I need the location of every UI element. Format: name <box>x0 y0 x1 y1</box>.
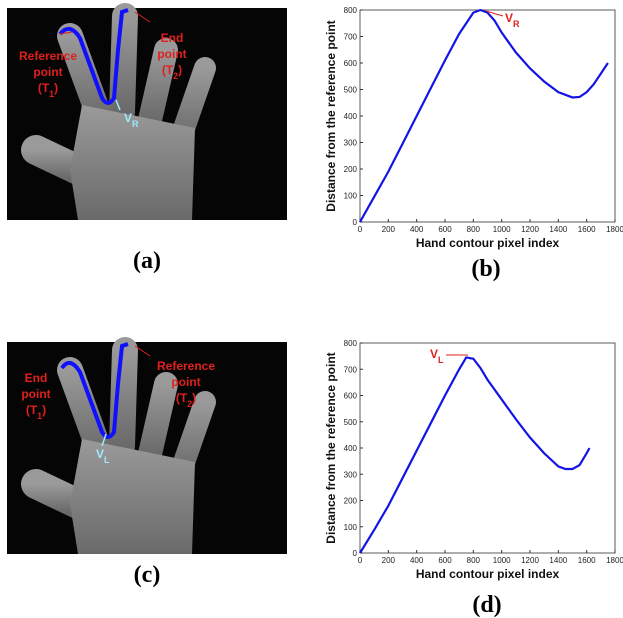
x-tick-label: 1000 <box>493 225 511 234</box>
panel-label: (a) <box>133 248 161 274</box>
text-part: (T <box>26 403 38 417</box>
text-part: (T <box>176 391 188 405</box>
y-tick-label: 200 <box>344 497 358 506</box>
y-tick-label: 700 <box>344 365 358 374</box>
annotation-line: point <box>157 47 186 61</box>
text-part: (T <box>162 63 174 77</box>
panel-label: (b) <box>471 256 500 282</box>
text-part: ) <box>42 403 46 417</box>
data-line <box>360 357 590 553</box>
y-tick-label: 400 <box>344 444 358 453</box>
subscript: L <box>104 455 110 465</box>
annotation-line: End <box>25 371 48 385</box>
annotation-line: Reference <box>157 359 215 373</box>
text-part: ) <box>178 63 182 77</box>
y-tick-label: 700 <box>344 33 358 42</box>
x-tick-label: 600 <box>438 225 452 234</box>
plot-frame <box>360 10 615 222</box>
text-part: V <box>96 447 104 461</box>
annotation-line: point <box>171 375 200 389</box>
x-tick-label: 0 <box>358 225 363 234</box>
y-tick-label: 500 <box>344 418 358 427</box>
x-tick-label: 800 <box>467 556 481 565</box>
x-tick-label: 1200 <box>521 225 539 234</box>
x-tick-label: 1600 <box>578 225 596 234</box>
x-tick-label: 200 <box>382 225 396 234</box>
subscript: L <box>438 355 444 365</box>
y-tick-label: 100 <box>344 523 358 532</box>
peak-label: VL <box>430 347 444 365</box>
panel-a-image <box>7 8 287 220</box>
y-tick-label: 300 <box>344 470 358 479</box>
x-tick-label: 200 <box>382 556 396 565</box>
subscript: R <box>132 119 139 129</box>
y-tick-label: 400 <box>344 112 358 121</box>
x-tick-label: 400 <box>410 225 424 234</box>
x-tick-label: 1200 <box>521 556 539 565</box>
y-axis-title: Distance from the reference point <box>324 20 338 211</box>
y-axis-title: Distance from the reference point <box>324 352 338 543</box>
text-part: ) <box>192 391 196 405</box>
subscript: R <box>513 19 520 29</box>
y-tick-label: 600 <box>344 392 358 401</box>
panel-c-image <box>7 342 287 554</box>
text-part: (T <box>38 81 50 95</box>
x-tick-label: 1400 <box>549 556 567 565</box>
data-line <box>360 10 608 222</box>
panel-label: (d) <box>472 592 501 618</box>
x-axis-title: Hand contour pixel index <box>416 236 560 250</box>
figure: (a)Referencepoint(T1)Endpoint(T2)VR(c)En… <box>0 0 623 618</box>
plot-frame <box>360 343 615 553</box>
x-tick-label: 800 <box>467 225 481 234</box>
x-tick-label: 1000 <box>493 556 511 565</box>
y-tick-label: 300 <box>344 139 358 148</box>
text-part: V <box>124 111 132 125</box>
annotation-line: End <box>161 31 184 45</box>
text-part: V <box>505 11 513 25</box>
annotation-line: point <box>33 65 62 79</box>
y-tick-label: 500 <box>344 86 358 95</box>
x-tick-label: 400 <box>410 556 424 565</box>
annotation-line: Reference <box>19 49 77 63</box>
x-tick-label: 600 <box>438 556 452 565</box>
y-tick-label: 100 <box>344 192 358 201</box>
text-part: V <box>430 347 438 361</box>
x-tick-label: 1800 <box>606 225 623 234</box>
peak-label: VR <box>505 11 520 29</box>
x-tick-label: 1400 <box>549 225 567 234</box>
x-tick-label: 1800 <box>606 556 623 565</box>
annotation-line: point <box>21 387 50 401</box>
panel-label: (c) <box>134 562 161 588</box>
y-tick-label: 200 <box>344 165 358 174</box>
x-axis-title: Hand contour pixel index <box>416 567 560 581</box>
x-tick-label: 0 <box>358 556 363 565</box>
y-tick-label: 800 <box>344 6 358 15</box>
y-tick-label: 800 <box>344 339 358 348</box>
y-tick-label: 600 <box>344 59 358 68</box>
x-tick-label: 1600 <box>578 556 596 565</box>
text-part: ) <box>54 81 58 95</box>
